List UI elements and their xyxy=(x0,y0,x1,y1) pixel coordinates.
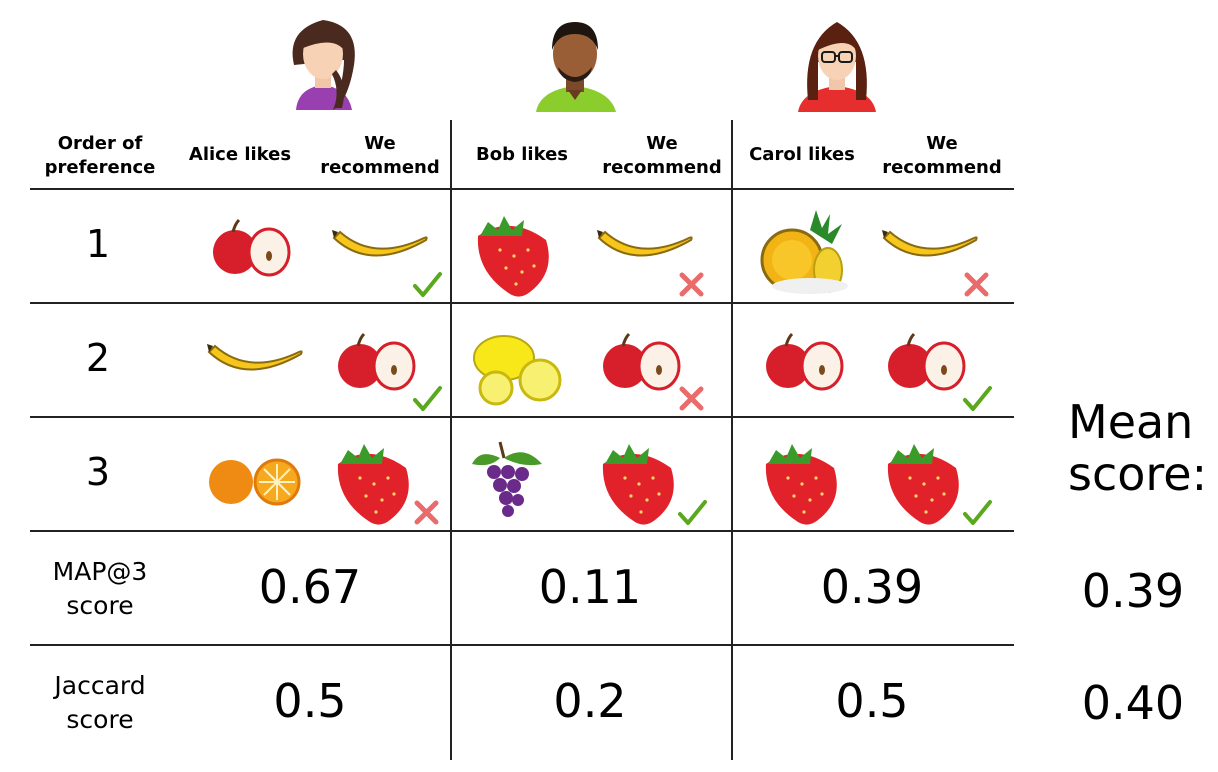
rank-3: 3 xyxy=(85,450,111,494)
bob-recommend-strawberry-icon xyxy=(602,444,674,525)
carol-recommend-header: We recommend xyxy=(882,133,1002,178)
map-score-label: MAP@3 score xyxy=(52,557,148,620)
bob-likes-strawberry-icon xyxy=(477,216,549,297)
alice-likes-orange-icon xyxy=(209,458,301,506)
alice-map-score: 0.67 xyxy=(258,560,362,614)
correct-check-icon xyxy=(963,500,992,525)
alice-recommend-banana-icon xyxy=(332,230,428,257)
alice-likes-header: Alice likes xyxy=(188,144,292,165)
column-divider-bob xyxy=(450,120,452,760)
carol-likes-header: Carol likes xyxy=(749,144,855,165)
carol-recommend-apple-icon xyxy=(888,332,966,391)
bob-recommend-banana-icon xyxy=(597,230,693,257)
rank-1: 1 xyxy=(85,222,111,266)
bob-likes-lemon-icon xyxy=(473,335,562,406)
row-divider-2 xyxy=(30,416,1014,418)
carol-likes-apple-icon xyxy=(766,332,844,391)
alice-recommend-header: We recommend xyxy=(320,133,440,178)
row-divider-3 xyxy=(30,530,1014,532)
bob-avatar xyxy=(536,22,616,112)
alice-recommend-apple-icon xyxy=(338,332,416,391)
bob-likes-header: Bob likes xyxy=(476,144,568,165)
order-of-preference-header: Order of preference xyxy=(44,133,156,178)
bob-recommend-header: We recommend xyxy=(602,133,722,178)
mean-map-score: 0.39 xyxy=(1081,564,1185,618)
carol-jaccard-score: 0.5 xyxy=(835,674,909,728)
bob-recommend-apple-icon xyxy=(603,332,681,391)
alice-likes-apple-icon xyxy=(213,218,291,277)
carol-recommend-banana-icon xyxy=(882,230,978,257)
bob-likes-grapes-icon xyxy=(472,441,542,517)
incorrect-cross-icon xyxy=(679,386,704,411)
mean-jaccard-score: 0.40 xyxy=(1081,676,1185,730)
bob-map-score: 0.11 xyxy=(538,560,642,614)
row-divider-4 xyxy=(30,644,1014,646)
carol-avatar xyxy=(798,22,876,112)
carol-likes-pineapple-icon xyxy=(760,210,848,294)
rank-2: 2 xyxy=(85,336,111,380)
alice-avatar xyxy=(292,20,355,110)
incorrect-cross-icon xyxy=(414,500,439,525)
header-divider xyxy=(30,188,1014,190)
alice-jaccard-score: 0.5 xyxy=(273,674,347,728)
correct-check-icon xyxy=(678,500,707,525)
carol-likes-strawberry-icon xyxy=(765,444,837,525)
correct-check-icon xyxy=(413,272,442,297)
bob-jaccard-score: 0.2 xyxy=(553,674,627,728)
column-divider-carol xyxy=(731,120,733,760)
correct-check-icon xyxy=(963,386,992,411)
jaccard-score-label: Jaccard score xyxy=(54,671,146,734)
carol-recommend-strawberry-icon xyxy=(887,444,959,525)
row-divider-1 xyxy=(30,302,1014,304)
mean-score-title: Mean score: xyxy=(1068,395,1208,501)
incorrect-cross-icon xyxy=(964,272,989,297)
alice-likes-banana-icon xyxy=(207,344,303,371)
carol-map-score: 0.39 xyxy=(820,560,924,614)
alice-recommend-strawberry-icon xyxy=(337,444,409,525)
incorrect-cross-icon xyxy=(679,272,704,297)
correct-check-icon xyxy=(413,386,442,411)
